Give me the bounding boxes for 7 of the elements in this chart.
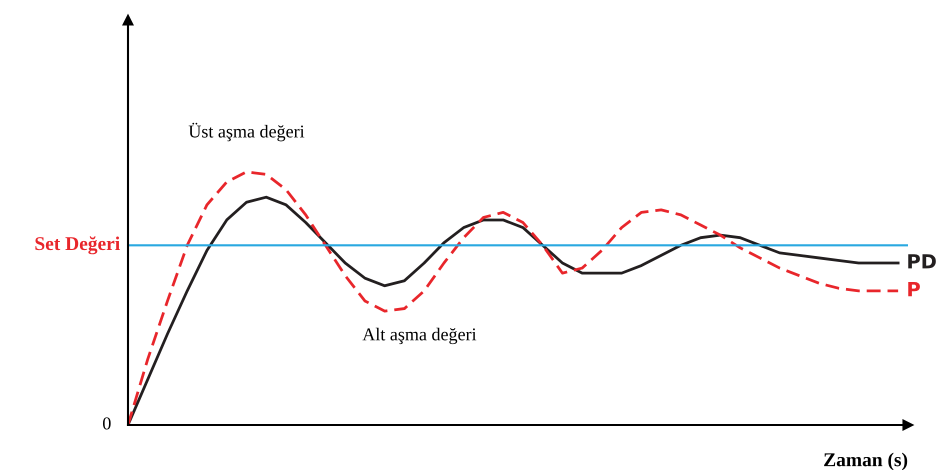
series-label: P <box>908 282 920 296</box>
text: Üst aşma değeri <box>188 122 304 142</box>
x-axis-title: Zaman (s) <box>824 452 908 470</box>
ref-line-label: Set Değeri <box>35 236 120 254</box>
text: 0 <box>102 417 111 430</box>
series-label: PD <box>908 254 936 268</box>
annotation: Alt aşma değeri <box>362 328 476 344</box>
